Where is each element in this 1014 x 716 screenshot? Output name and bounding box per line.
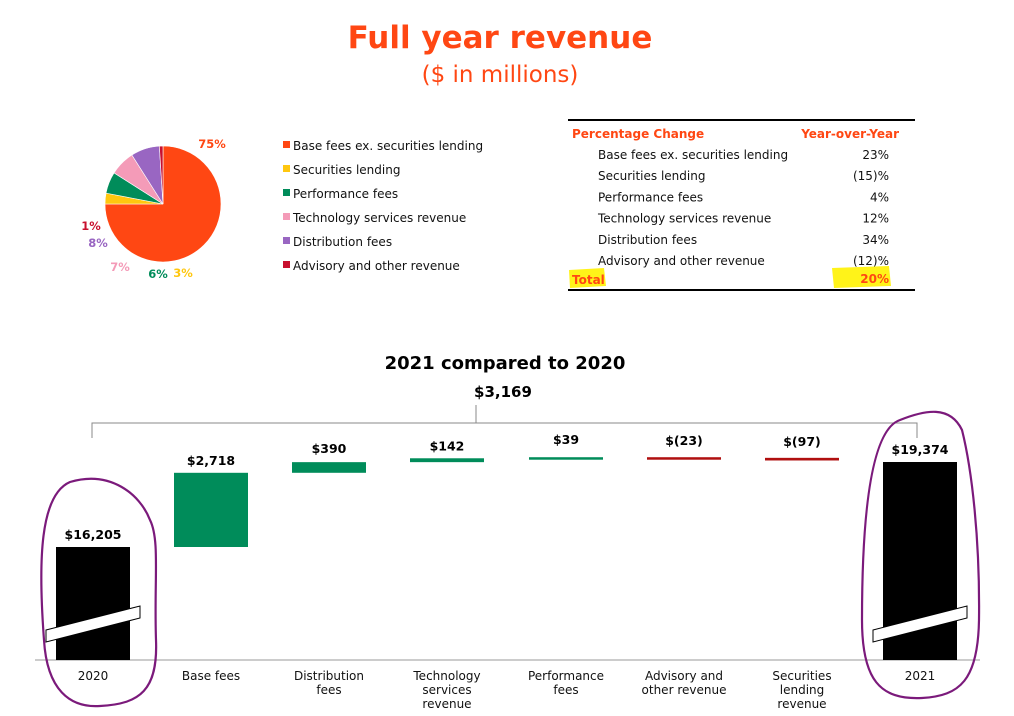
waterfall-category-line: other revenue bbox=[642, 683, 727, 697]
waterfall-category-line: Securities bbox=[772, 669, 831, 683]
pie-label-technology-services-revenue: 7% bbox=[110, 260, 130, 274]
waterfall-category-line: fees bbox=[316, 683, 341, 697]
legend-label-securities-lending: Securities lending bbox=[293, 163, 400, 177]
waterfall-category-line: 2020 bbox=[78, 669, 109, 683]
table-row-value: (12)% bbox=[853, 254, 889, 268]
legend-swatch-distribution-fees bbox=[283, 237, 290, 244]
legend-swatch-performance-fees bbox=[283, 189, 290, 196]
waterfall-value-distribution-fees: $390 bbox=[312, 441, 347, 456]
waterfall-bar-securities-lending-revenue bbox=[765, 457, 839, 461]
handwritten-annotations bbox=[40, 410, 981, 708]
waterfall-title: 2021 compared to 2020 bbox=[385, 353, 626, 374]
waterfall-category-performance-fees: Performance fees bbox=[528, 669, 604, 697]
table-total-label: Total bbox=[572, 273, 605, 287]
waterfall-category-distribution-fees: Distribution fees bbox=[294, 669, 364, 697]
legend-swatch-advisory-and-other-revenue bbox=[283, 261, 290, 268]
legend-label-advisory-and-other-revenue: Advisory and other revenue bbox=[293, 259, 460, 273]
legend-label-performance-fees: Performance fees bbox=[293, 187, 398, 201]
table-row-value: 4% bbox=[870, 190, 889, 204]
table-row-label: Performance fees bbox=[598, 190, 703, 204]
waterfall-bar-base-fees bbox=[174, 472, 248, 547]
waterfall-value-securities-lending-revenue: $(97) bbox=[783, 434, 821, 449]
waterfall-value-advisory-and-other-revenue: $(23) bbox=[665, 433, 703, 448]
table-total-value: 20% bbox=[860, 272, 889, 286]
waterfall-value-base-fees: $2,718 bbox=[187, 453, 235, 468]
waterfall-value-performance-fees: $39 bbox=[553, 432, 579, 447]
waterfall-chart: 2021 compared to 2020 $3,169 $16,205 2020 $2… bbox=[35, 353, 980, 711]
waterfall-value-2020: $16,205 bbox=[65, 527, 122, 542]
table-row-label: Base fees ex. securities lending bbox=[598, 148, 788, 162]
legend-label-base-fees-ex-securities-lending: Base fees ex. securities lending bbox=[293, 139, 483, 153]
waterfall-total-change: $3,169 bbox=[474, 383, 532, 401]
legend-swatch-base-fees-ex-securities-lending bbox=[283, 141, 290, 148]
legend-label-technology-services-revenue: Technology services revenue bbox=[292, 211, 466, 225]
waterfall-bar-2020 bbox=[56, 547, 130, 660]
total-value-highlight bbox=[832, 266, 891, 288]
pie-label-base-fees-ex-securities-lending: 75% bbox=[198, 137, 226, 151]
pie-label-performance-fees: 6% bbox=[148, 267, 168, 281]
waterfall-category-securities-lending-revenue: Securities lending revenue bbox=[772, 669, 831, 711]
waterfall-category-line: Distribution bbox=[294, 669, 364, 683]
legend-swatch-technology-services-revenue bbox=[283, 213, 290, 220]
waterfall-category-line: Advisory and bbox=[645, 669, 723, 683]
total-change-bracket bbox=[91, 422, 918, 438]
waterfall-category-advisory-and-other-revenue: Advisory and other revenue bbox=[642, 669, 727, 697]
table-row-value: (15)% bbox=[853, 169, 889, 183]
waterfall-category-line: 2021 bbox=[905, 669, 936, 683]
table-header-value: Year-over-Year bbox=[800, 127, 899, 141]
table-row-label: Advisory and other revenue bbox=[598, 254, 765, 268]
legend-swatch-securities-lending bbox=[283, 165, 290, 172]
waterfall-category-line: revenue bbox=[422, 697, 471, 711]
pie-label-securities-lending: 3% bbox=[173, 266, 193, 280]
waterfall-bar-performance-fees bbox=[529, 457, 603, 460]
revenue-mix-pie-chart: 75% 3% 6% 7%8% 1% bbox=[81, 137, 226, 281]
waterfall-bar-distribution-fees bbox=[292, 462, 366, 473]
pie-label-advisory-and-other-revenue: 1% bbox=[81, 219, 101, 233]
pie-slice-advisory-and-other-revenue bbox=[159, 145, 164, 205]
waterfall-category-line: Base fees bbox=[182, 669, 240, 683]
table-row-label: Securities lending bbox=[598, 169, 705, 183]
waterfall-category-line: Performance bbox=[528, 669, 604, 683]
waterfall-value-technology-services-revenue: $142 bbox=[430, 438, 465, 453]
axis-break-2021 bbox=[872, 605, 968, 643]
table-row-label: Distribution fees bbox=[598, 233, 697, 247]
annotation-loop-2021 bbox=[860, 410, 981, 700]
pie-label-distribution-fees: 8% bbox=[88, 236, 108, 250]
pie-legend: Base fees ex. securities lending Securiti… bbox=[283, 139, 483, 273]
table-header-label: Percentage Change bbox=[572, 127, 704, 141]
page-title: Full year revenue bbox=[347, 20, 653, 56]
waterfall-category-2020: 2020 bbox=[78, 669, 109, 683]
waterfall-value-2021: $19,374 bbox=[892, 442, 949, 457]
annotation-loop-2020 bbox=[40, 477, 158, 708]
waterfall-bar-advisory-and-other-revenue bbox=[647, 457, 721, 460]
waterfall-category-line: fees bbox=[553, 683, 578, 697]
table-row-label: Technology services revenue bbox=[597, 212, 771, 226]
pie-slice-base-fees-ex-securities-lending bbox=[104, 145, 222, 263]
percentage-change-table: Percentage Change Year-over-Year Base fees… bbox=[568, 119, 915, 291]
legend-label-distribution-fees: Distribution fees bbox=[293, 235, 392, 249]
page-subtitle: ($ in millions) bbox=[421, 62, 579, 88]
table-row-value: 12% bbox=[862, 212, 889, 226]
axis-break-2020 bbox=[45, 605, 141, 643]
waterfall-category-line: Technology bbox=[412, 669, 480, 683]
total-label-highlight bbox=[569, 268, 606, 288]
waterfall-category-line: services bbox=[422, 683, 471, 697]
waterfall-category-line: lending bbox=[780, 683, 825, 697]
table-row-value: 23% bbox=[862, 148, 889, 162]
waterfall-category-base-fees: Base fees bbox=[182, 669, 240, 683]
waterfall-bar-technology-services-revenue bbox=[410, 458, 484, 463]
waterfall-category-2021: 2021 bbox=[905, 669, 936, 683]
waterfall-category-technology-services-revenue: Technology services revenue bbox=[412, 669, 480, 711]
table-row-value: 34% bbox=[862, 233, 889, 247]
waterfall-category-line: revenue bbox=[777, 697, 826, 711]
